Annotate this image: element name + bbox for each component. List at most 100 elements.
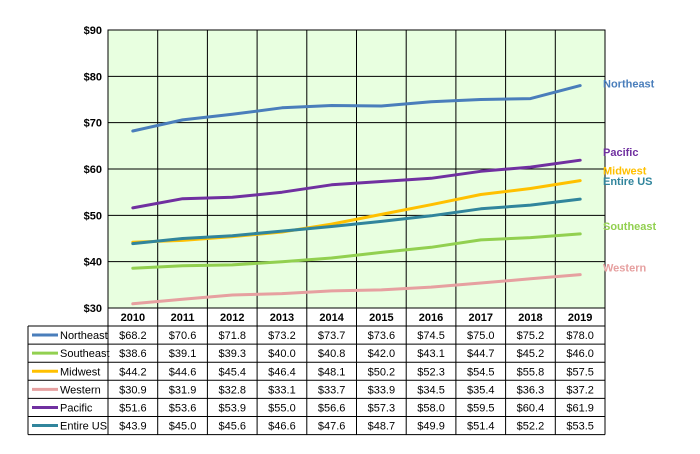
data-cell: $71.8 xyxy=(218,330,246,342)
y-tick-label: $90 xyxy=(84,25,102,37)
data-point xyxy=(578,179,582,182)
y-tick-label: $60 xyxy=(84,164,102,176)
data-cell: $54.5 xyxy=(467,366,495,378)
data-point xyxy=(529,97,532,100)
data-cell: $51.4 xyxy=(467,421,495,433)
data-cell: $68.2 xyxy=(119,330,147,342)
data-point xyxy=(429,177,433,180)
data-cell: $52.2 xyxy=(517,421,545,433)
data-point xyxy=(280,229,284,233)
data-point xyxy=(181,264,184,268)
data-point xyxy=(231,113,234,116)
data-cell: $42.0 xyxy=(368,348,396,360)
data-point xyxy=(380,180,383,183)
data-cell: $47.6 xyxy=(318,421,346,433)
data-point xyxy=(479,98,482,101)
data-cell: $70.6 xyxy=(169,330,197,342)
data-point xyxy=(429,214,433,217)
data-cell: $43.1 xyxy=(417,348,445,360)
x-tick-label: 2010 xyxy=(121,312,145,324)
x-tick-label: 2015 xyxy=(369,312,393,324)
data-cell: $73.2 xyxy=(268,330,296,342)
data-point xyxy=(429,203,433,206)
data-cell: $61.9 xyxy=(566,402,594,414)
data-cell: $32.8 xyxy=(218,384,246,396)
data-point xyxy=(529,277,532,281)
data-cell: $55.0 xyxy=(268,402,296,414)
data-point xyxy=(479,281,482,285)
data-cell: $37.2 xyxy=(566,384,594,396)
data-cell: $56.6 xyxy=(318,402,346,414)
y-tick-label: $30 xyxy=(84,303,102,315)
data-cell: $53.6 xyxy=(169,402,197,414)
data-cell: $33.1 xyxy=(268,384,296,396)
series-line-western xyxy=(131,273,582,306)
data-cell: $44.2 xyxy=(119,366,147,378)
data-point xyxy=(131,206,135,210)
data-cell: $50.2 xyxy=(368,366,396,378)
data-cell: $46.4 xyxy=(268,366,296,378)
data-cell: $40.8 xyxy=(318,348,346,360)
data-point xyxy=(529,187,532,190)
end-label: Southeast xyxy=(603,221,657,233)
data-point xyxy=(330,183,333,186)
y-tick-label: $50 xyxy=(84,210,102,222)
y-tick-label: $70 xyxy=(84,118,102,130)
data-cell: $36.3 xyxy=(517,384,545,396)
data-cell: $57.3 xyxy=(368,402,396,414)
data-point xyxy=(131,242,135,245)
y-tick-label: $40 xyxy=(84,257,102,269)
data-cell: $45.6 xyxy=(218,421,246,433)
series-line-northeast xyxy=(131,84,582,133)
data-cell: $51.6 xyxy=(119,402,147,414)
data-cell: $46.0 xyxy=(566,348,594,360)
data-point xyxy=(578,84,582,87)
x-tick-label: 2011 xyxy=(171,312,195,324)
data-point xyxy=(280,260,284,263)
data-cell: $45.2 xyxy=(517,348,545,360)
data-point xyxy=(231,263,234,267)
data-point xyxy=(231,234,234,237)
data-cell: $73.6 xyxy=(368,330,396,342)
data-cell: $39.1 xyxy=(169,348,197,360)
data-cell: $43.9 xyxy=(119,421,147,433)
data-cell: $55.8 xyxy=(517,366,545,378)
data-cell: $35.4 xyxy=(467,384,495,396)
x-tick-label: 2019 xyxy=(568,312,592,324)
end-label: Pacific xyxy=(603,147,638,159)
data-point xyxy=(330,222,333,226)
x-tick-label: 2017 xyxy=(469,312,493,324)
data-cell: $45.4 xyxy=(218,366,246,378)
data-cell: $78.0 xyxy=(566,330,594,342)
series-name: Midwest xyxy=(60,366,100,378)
data-point xyxy=(578,158,582,162)
data-cell: $38.6 xyxy=(119,348,147,360)
data-point xyxy=(330,289,333,293)
data-point xyxy=(380,104,383,108)
data-cell: $49.9 xyxy=(417,421,445,433)
data-cell: $53.9 xyxy=(218,402,246,414)
data-cell: $52.3 xyxy=(417,366,445,378)
data-cell: $48.1 xyxy=(318,366,346,378)
data-point xyxy=(578,197,582,201)
data-cell: $73.7 xyxy=(318,330,346,342)
series-line-pacific xyxy=(131,158,582,210)
data-cell: $74.5 xyxy=(417,330,445,342)
end-label: Northeast xyxy=(603,79,655,91)
data-cell: $58.0 xyxy=(417,402,445,414)
data-cell: $30.9 xyxy=(119,384,147,396)
x-tick-label: 2016 xyxy=(419,312,443,324)
data-point xyxy=(330,104,333,107)
data-cell: $44.6 xyxy=(169,366,197,378)
data-cell: $39.3 xyxy=(218,348,246,360)
data-cell: $40.0 xyxy=(268,348,296,360)
data-cell: $33.9 xyxy=(368,384,396,396)
data-cell: $31.9 xyxy=(169,384,197,396)
x-tick-label: 2012 xyxy=(220,312,244,324)
data-cell: $33.7 xyxy=(318,384,346,396)
data-cell: $34.5 xyxy=(417,384,445,396)
data-cell: $57.5 xyxy=(566,366,594,378)
data-cell: $75.2 xyxy=(517,330,545,342)
series-name: Entire US xyxy=(60,421,107,433)
